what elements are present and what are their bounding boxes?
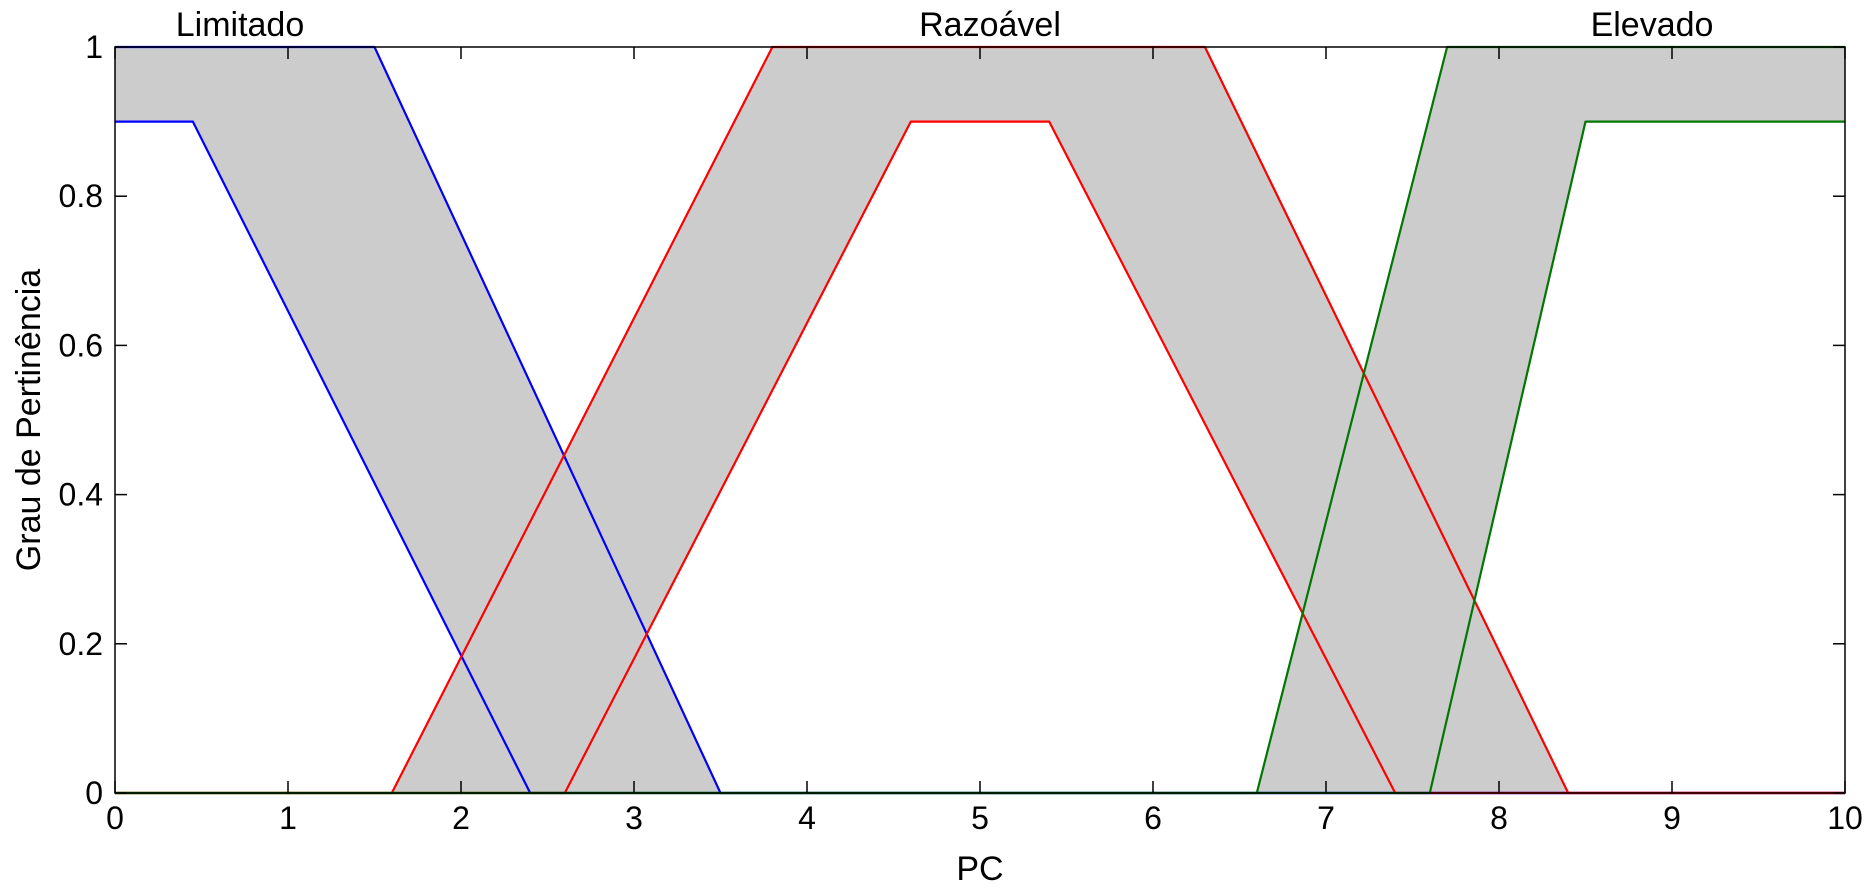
- y-tick-label: 0: [85, 775, 103, 811]
- y-tick-label: 0.8: [59, 178, 103, 214]
- y-axis-title: Grau de Pertinência: [10, 269, 48, 571]
- axis-ticks: [114, 46, 1846, 794]
- y-tick-label: 0.2: [59, 626, 103, 662]
- y-tick-label: 0.4: [59, 477, 103, 513]
- x-tick-labels: 0 1 2 3 4 5 6 7 8 9 10: [106, 800, 1863, 836]
- x-tick-label: 9: [1663, 800, 1681, 836]
- x-tick-label: 1: [279, 800, 297, 836]
- uncertainty-bands: [115, 47, 1845, 793]
- x-tick-label: 0: [106, 800, 124, 836]
- y-tick-label: 0.6: [59, 327, 103, 363]
- x-tick-label: 7: [1317, 800, 1335, 836]
- x-tick-label: 5: [971, 800, 989, 836]
- set-labels: Limitado Razoável Elevado: [176, 6, 1714, 44]
- x-axis-title: PC: [956, 850, 1003, 888]
- set-label-elevado: Elevado: [1591, 6, 1714, 44]
- y-tick-labels: 0 0.2 0.4 0.6 0.8 1: [59, 29, 103, 811]
- x-tick-label: 4: [798, 800, 816, 836]
- x-tick-label: 8: [1490, 800, 1508, 836]
- x-tick-label: 3: [625, 800, 643, 836]
- set-label-limitado: Limitado: [176, 6, 305, 44]
- y-tick-label: 1: [85, 29, 103, 65]
- band-limitado: [115, 47, 1845, 793]
- band-elevado: [115, 47, 1845, 793]
- set-label-razoavel: Razoável: [919, 6, 1061, 44]
- x-tick-label: 6: [1144, 800, 1162, 836]
- x-tick-label: 10: [1827, 800, 1863, 836]
- x-tick-label: 2: [452, 800, 470, 836]
